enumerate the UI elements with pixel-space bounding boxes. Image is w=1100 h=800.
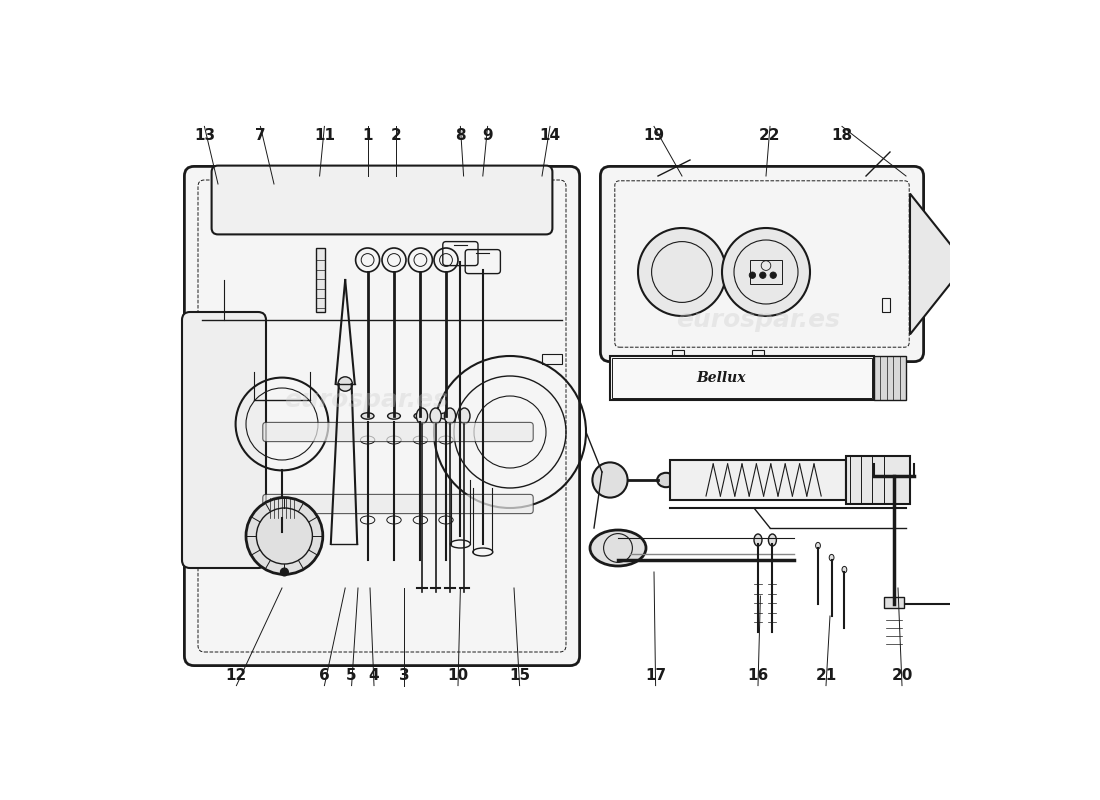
Ellipse shape (754, 534, 762, 546)
Ellipse shape (769, 534, 777, 546)
Text: 16: 16 (747, 669, 769, 683)
Ellipse shape (361, 413, 374, 419)
FancyBboxPatch shape (211, 166, 552, 234)
Circle shape (246, 498, 322, 574)
Text: eurospar.es: eurospar.es (284, 388, 448, 412)
Text: 9: 9 (482, 129, 493, 143)
Ellipse shape (444, 408, 455, 424)
Bar (846, 456, 910, 504)
Bar (750, 260, 782, 284)
Circle shape (770, 272, 777, 278)
Text: 1: 1 (362, 129, 373, 143)
Text: 19: 19 (644, 129, 664, 143)
Polygon shape (910, 194, 966, 334)
Circle shape (338, 377, 352, 391)
Bar (670, 460, 846, 500)
Ellipse shape (459, 408, 470, 424)
Ellipse shape (266, 497, 298, 519)
FancyBboxPatch shape (182, 312, 266, 568)
Bar (542, 354, 562, 364)
Bar (882, 298, 890, 312)
Circle shape (749, 272, 756, 278)
Text: eurospar.es: eurospar.es (676, 308, 840, 332)
Ellipse shape (657, 473, 674, 487)
Text: 2: 2 (390, 129, 402, 143)
Text: 11: 11 (314, 129, 334, 143)
Circle shape (280, 568, 288, 576)
Text: 13: 13 (194, 129, 214, 143)
Circle shape (638, 228, 726, 316)
Bar (613, 358, 871, 398)
Text: 17: 17 (645, 669, 667, 683)
Text: 6: 6 (319, 669, 330, 683)
Bar (670, 460, 846, 500)
Ellipse shape (430, 408, 441, 424)
Circle shape (593, 462, 628, 498)
Text: Bellux: Bellux (696, 371, 746, 385)
Circle shape (278, 532, 286, 540)
Ellipse shape (829, 554, 834, 561)
Text: 4: 4 (368, 669, 379, 683)
Ellipse shape (842, 566, 847, 573)
Ellipse shape (815, 542, 821, 549)
Ellipse shape (387, 413, 400, 419)
Bar (884, 597, 903, 608)
Ellipse shape (590, 530, 646, 566)
Ellipse shape (440, 413, 452, 419)
Circle shape (760, 272, 766, 278)
Text: 3: 3 (399, 669, 409, 683)
FancyBboxPatch shape (263, 422, 534, 442)
Ellipse shape (993, 597, 1003, 611)
Text: 12: 12 (226, 669, 248, 683)
Bar (751, 350, 764, 360)
Bar (316, 248, 326, 312)
FancyBboxPatch shape (263, 494, 534, 514)
Text: 18: 18 (832, 129, 852, 143)
Text: 8: 8 (455, 129, 465, 143)
Ellipse shape (414, 413, 427, 419)
Text: 15: 15 (509, 669, 530, 683)
Bar (672, 350, 684, 360)
Text: 20: 20 (891, 669, 913, 683)
FancyBboxPatch shape (185, 166, 580, 666)
Ellipse shape (417, 408, 428, 424)
FancyBboxPatch shape (601, 166, 924, 362)
Text: 5: 5 (346, 669, 356, 683)
Text: 22: 22 (759, 129, 781, 143)
Text: 7: 7 (255, 129, 266, 143)
Text: 10: 10 (448, 669, 469, 683)
Circle shape (722, 228, 810, 316)
Bar (874, 356, 906, 400)
Text: 21: 21 (815, 669, 837, 683)
Bar (610, 356, 874, 400)
Text: 14: 14 (539, 129, 561, 143)
